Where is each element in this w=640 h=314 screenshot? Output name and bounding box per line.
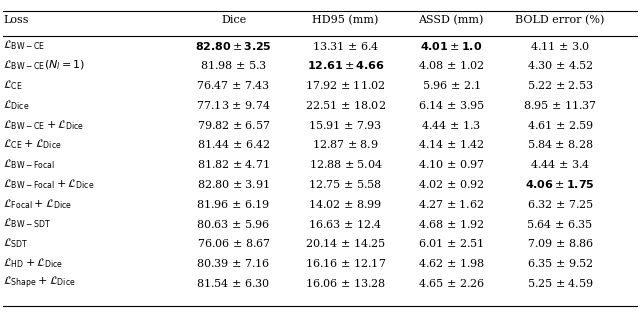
Text: 6.01 $\pm$ 2.51: 6.01 $\pm$ 2.51 — [418, 237, 484, 249]
Text: 12.75 $\pm$ 5.58: 12.75 $\pm$ 5.58 — [308, 178, 383, 190]
Text: $\mathcal{L}_{\mathrm{Dice}}$: $\mathcal{L}_{\mathrm{Dice}}$ — [3, 98, 30, 112]
Text: 17.92 $\pm$ 11.02: 17.92 $\pm$ 11.02 — [305, 79, 386, 91]
Text: 4.14 $\pm$ 1.42: 4.14 $\pm$ 1.42 — [418, 138, 484, 150]
Text: 4.08 $\pm$ 1.02: 4.08 $\pm$ 1.02 — [418, 59, 484, 71]
Text: 81.82 $\pm$ 4.71: 81.82 $\pm$ 4.71 — [197, 158, 270, 170]
Text: Dice: Dice — [221, 15, 246, 25]
Text: $\mathcal{L}_{\mathrm{BW-Focal}} + \mathcal{L}_{\mathrm{Dice}}$: $\mathcal{L}_{\mathrm{BW-Focal}} + \math… — [3, 177, 95, 191]
Text: 16.63 $\pm$ 12.4: 16.63 $\pm$ 12.4 — [308, 218, 383, 230]
Text: 20.14 $\pm$ 14.25: 20.14 $\pm$ 14.25 — [305, 237, 386, 249]
Text: 12.88 $\pm$ 5.04: 12.88 $\pm$ 5.04 — [308, 158, 383, 170]
Text: 8.95 $\pm$ 11.37: 8.95 $\pm$ 11.37 — [523, 99, 597, 111]
Text: 76.06 $\pm$ 8.67: 76.06 $\pm$ 8.67 — [196, 237, 271, 249]
Text: ASSD (mm): ASSD (mm) — [419, 15, 484, 25]
Text: 4.30 $\pm$ 4.52: 4.30 $\pm$ 4.52 — [527, 59, 593, 71]
Text: 6.32 $\pm$ 7.25: 6.32 $\pm$ 7.25 — [527, 198, 593, 210]
Text: 80.39 $\pm$ 7.16: 80.39 $\pm$ 7.16 — [196, 257, 271, 269]
Text: 81.54 $\pm$ 6.30: 81.54 $\pm$ 6.30 — [196, 277, 271, 289]
Text: $\mathcal{L}_{\mathrm{HD}} + \mathcal{L}_{\mathrm{Dice}}$: $\mathcal{L}_{\mathrm{HD}} + \mathcal{L}… — [3, 256, 63, 270]
Text: $\mathcal{L}_{\mathrm{SDT}}$: $\mathcal{L}_{\mathrm{SDT}}$ — [3, 236, 29, 250]
Text: 12.87 $\pm$ 8.9: 12.87 $\pm$ 8.9 — [312, 138, 379, 150]
Text: 16.06 $\pm$ 13.28: 16.06 $\pm$ 13.28 — [305, 277, 386, 289]
Text: $\mathbf{4.06} \pm \mathbf{1.75}$: $\mathbf{4.06} \pm \mathbf{1.75}$ — [525, 178, 595, 190]
Text: 22.51 $\pm$ 18.02: 22.51 $\pm$ 18.02 — [305, 99, 386, 111]
Text: 81.96 $\pm$ 6.19: 81.96 $\pm$ 6.19 — [196, 198, 271, 210]
Text: 81.98 $\pm$ 5.3: 81.98 $\pm$ 5.3 — [200, 59, 267, 71]
Text: Loss: Loss — [3, 15, 29, 25]
Text: 82.80 $\pm$ 3.91: 82.80 $\pm$ 3.91 — [197, 178, 270, 190]
Text: 4.11 $\pm$ 3.0: 4.11 $\pm$ 3.0 — [530, 40, 590, 51]
Text: 5.84 $\pm$ 8.28: 5.84 $\pm$ 8.28 — [527, 138, 593, 150]
Text: 13.31 $\pm$ 6.4: 13.31 $\pm$ 6.4 — [312, 40, 380, 51]
Text: 5.96 $\pm$ 2.1: 5.96 $\pm$ 2.1 — [422, 79, 481, 91]
Text: $\mathcal{L}_{\mathrm{BW-SDT}}$: $\mathcal{L}_{\mathrm{BW-SDT}}$ — [3, 217, 51, 230]
Text: 4.44 $\pm$ 3.4: 4.44 $\pm$ 3.4 — [530, 158, 590, 170]
Text: $\mathcal{L}_{\mathrm{BW-CE}}(N_l = 1)$: $\mathcal{L}_{\mathrm{BW-CE}}(N_l = 1)$ — [3, 58, 86, 72]
Text: 5.64 $\pm$ 6.35: 5.64 $\pm$ 6.35 — [527, 218, 593, 230]
Text: $\mathcal{L}_{\mathrm{BW-Focal}}$: $\mathcal{L}_{\mathrm{BW-Focal}}$ — [3, 157, 56, 171]
Text: 79.82 $\pm$ 6.57: 79.82 $\pm$ 6.57 — [197, 119, 270, 131]
Text: HD95 (mm): HD95 (mm) — [312, 15, 379, 25]
Text: 76.47 $\pm$ 7.43: 76.47 $\pm$ 7.43 — [196, 79, 271, 91]
Text: 7.09 $\pm$ 8.86: 7.09 $\pm$ 8.86 — [527, 237, 593, 249]
Text: $\mathcal{L}_{\mathrm{BW-CE}}$: $\mathcal{L}_{\mathrm{BW-CE}}$ — [3, 39, 45, 52]
Text: 14.02 $\pm$ 8.99: 14.02 $\pm$ 8.99 — [308, 198, 383, 210]
Text: $\mathbf{82.80} \pm \mathbf{3.25}$: $\mathbf{82.80} \pm \mathbf{3.25}$ — [195, 40, 272, 51]
Text: 81.44 $\pm$ 6.42: 81.44 $\pm$ 6.42 — [196, 138, 271, 150]
Text: 4.62 $\pm$ 1.98: 4.62 $\pm$ 1.98 — [417, 257, 485, 269]
Text: 80.63 $\pm$ 5.96: 80.63 $\pm$ 5.96 — [196, 218, 271, 230]
Text: $\mathcal{L}_{\mathrm{Shape}} + \mathcal{L}_{\mathrm{Dice}}$: $\mathcal{L}_{\mathrm{Shape}} + \mathcal… — [3, 275, 76, 291]
Text: BOLD error (%): BOLD error (%) — [515, 15, 605, 25]
Text: $\mathcal{L}_{\mathrm{BW-CE}} + \mathcal{L}_{\mathrm{Dice}}$: $\mathcal{L}_{\mathrm{BW-CE}} + \mathcal… — [3, 118, 84, 132]
Text: $\mathbf{4.01} \pm \mathbf{1.0}$: $\mathbf{4.01} \pm \mathbf{1.0}$ — [420, 40, 483, 51]
Text: 5.22 $\pm$ 2.53: 5.22 $\pm$ 2.53 — [527, 79, 593, 91]
Text: 5.25 $\pm$ 4.59: 5.25 $\pm$ 4.59 — [527, 277, 593, 289]
Text: $\mathcal{L}_{\mathrm{CE}} + \mathcal{L}_{\mathrm{Dice}}$: $\mathcal{L}_{\mathrm{CE}} + \mathcal{L}… — [3, 138, 62, 151]
Text: $\mathcal{L}_{\mathrm{CE}}$: $\mathcal{L}_{\mathrm{CE}}$ — [3, 78, 23, 92]
Text: $\mathcal{L}_{\mathrm{Focal}} + \mathcal{L}_{\mathrm{Dice}}$: $\mathcal{L}_{\mathrm{Focal}} + \mathcal… — [3, 197, 72, 211]
Text: 77.13 $\pm$ 9.74: 77.13 $\pm$ 9.74 — [196, 99, 271, 111]
Text: 16.16 $\pm$ 12.17: 16.16 $\pm$ 12.17 — [305, 257, 386, 269]
Text: $\mathbf{12.61} \pm \mathbf{4.66}$: $\mathbf{12.61} \pm \mathbf{4.66}$ — [307, 59, 384, 71]
Text: 4.10 $\pm$ 0.97: 4.10 $\pm$ 0.97 — [418, 158, 484, 170]
Text: 4.68 $\pm$ 1.92: 4.68 $\pm$ 1.92 — [418, 218, 484, 230]
Text: 4.65 $\pm$ 2.26: 4.65 $\pm$ 2.26 — [418, 277, 484, 289]
Text: 6.14 $\pm$ 3.95: 6.14 $\pm$ 3.95 — [418, 99, 484, 111]
Text: 6.35 $\pm$ 9.52: 6.35 $\pm$ 9.52 — [527, 257, 593, 269]
Text: 4.02 $\pm$ 0.92: 4.02 $\pm$ 0.92 — [418, 178, 484, 190]
Text: 4.44 $\pm$ 1.3: 4.44 $\pm$ 1.3 — [421, 119, 481, 131]
Text: 15.91 $\pm$ 7.93: 15.91 $\pm$ 7.93 — [308, 119, 383, 131]
Text: 4.27 $\pm$ 1.62: 4.27 $\pm$ 1.62 — [418, 198, 484, 210]
Text: 4.61 $\pm$ 2.59: 4.61 $\pm$ 2.59 — [527, 119, 593, 131]
